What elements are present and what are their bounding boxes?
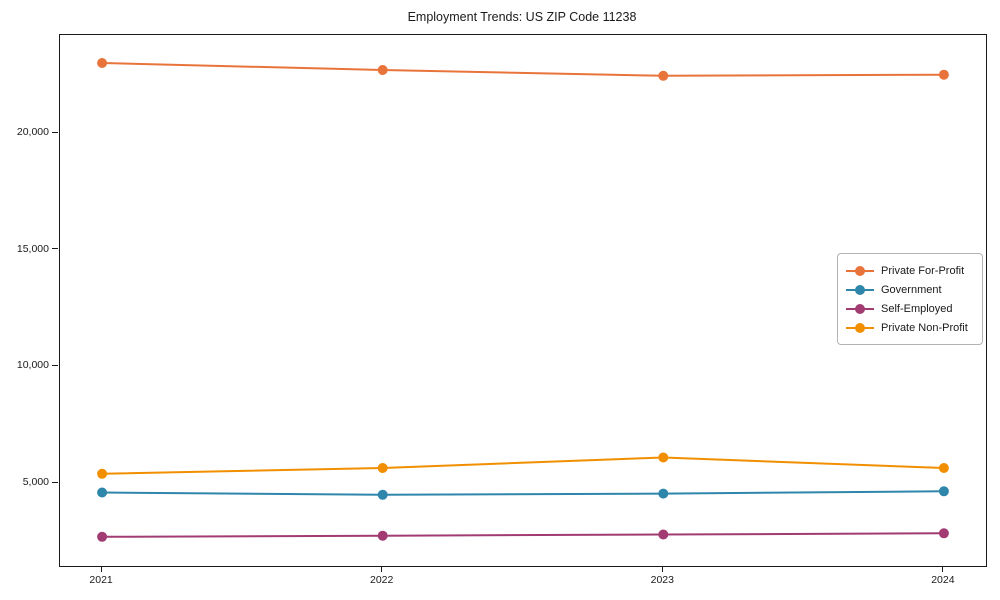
legend-marker-icon: [846, 322, 874, 333]
data-point-marker: [658, 488, 669, 499]
y-tick-label: 20,000: [16, 126, 49, 138]
line-series-self-employed: [97, 528, 949, 542]
data-point-marker: [658, 70, 669, 81]
x-tick-label: 2023: [650, 574, 674, 586]
chart-title: Employment Trends: US ZIP Code 11238: [407, 10, 637, 24]
legend-item-private-for-profit: Private For-Profit: [846, 261, 973, 280]
data-point-marker: [938, 69, 949, 80]
x-tick-mark: [661, 566, 663, 572]
data-point-marker: [377, 530, 388, 541]
data-point-marker: [938, 463, 949, 473]
series-line: [102, 456, 944, 475]
series-line: [102, 62, 944, 77]
data-point-marker: [377, 463, 388, 473]
legend-marker-icon: [846, 303, 874, 314]
legend-label: Government: [881, 283, 942, 296]
legend-marker-icon: [846, 284, 874, 295]
legend-label: Self-Employed: [881, 302, 953, 315]
legend-item-government: Government: [846, 280, 973, 299]
x-tick-label: 2021: [89, 574, 113, 586]
y-tick-label: 10,000: [16, 359, 49, 372]
x-tick-mark: [100, 566, 102, 572]
data-point-marker: [377, 489, 388, 500]
data-point-marker: [658, 529, 669, 540]
data-point-marker: [97, 468, 108, 479]
y-tick-mark: [52, 481, 58, 483]
line-chart-canvas: [97, 58, 949, 542]
line-series-government: [97, 486, 949, 500]
line-series-private-non-profit: [97, 452, 949, 479]
x-tick-label: 2022: [370, 574, 394, 586]
x-tick-mark: [942, 566, 944, 572]
series-line: [102, 490, 944, 496]
x-tick-mark: [381, 566, 383, 572]
y-tick-mark: [52, 131, 58, 133]
data-point-marker: [97, 58, 108, 68]
legend-item-private-non-profit: Private Non-Profit: [846, 318, 973, 337]
data-point-marker: [377, 65, 388, 75]
y-tick-mark: [52, 364, 58, 366]
y-tick-label: 15,000: [16, 242, 49, 255]
legend: Private For-Profit Government Self-Employe…: [837, 253, 983, 345]
plot-area: [59, 34, 987, 567]
line-series-private-for-profit: [97, 58, 949, 81]
data-point-marker: [97, 487, 108, 498]
legend-label: Private For-Profit: [881, 264, 965, 277]
legend-item-self-employed: Self-Employed: [846, 299, 973, 318]
data-point-marker: [938, 486, 949, 497]
x-tick-label: 2024: [931, 574, 955, 586]
y-tick-label: 5,000: [22, 476, 49, 489]
data-point-marker: [938, 528, 949, 539]
data-point-marker: [97, 531, 108, 542]
y-tick-mark: [52, 248, 58, 250]
data-point-marker: [658, 452, 669, 463]
series-line: [102, 532, 944, 538]
legend-marker-icon: [846, 265, 874, 276]
legend-label: Private Non-Profit: [881, 321, 968, 334]
